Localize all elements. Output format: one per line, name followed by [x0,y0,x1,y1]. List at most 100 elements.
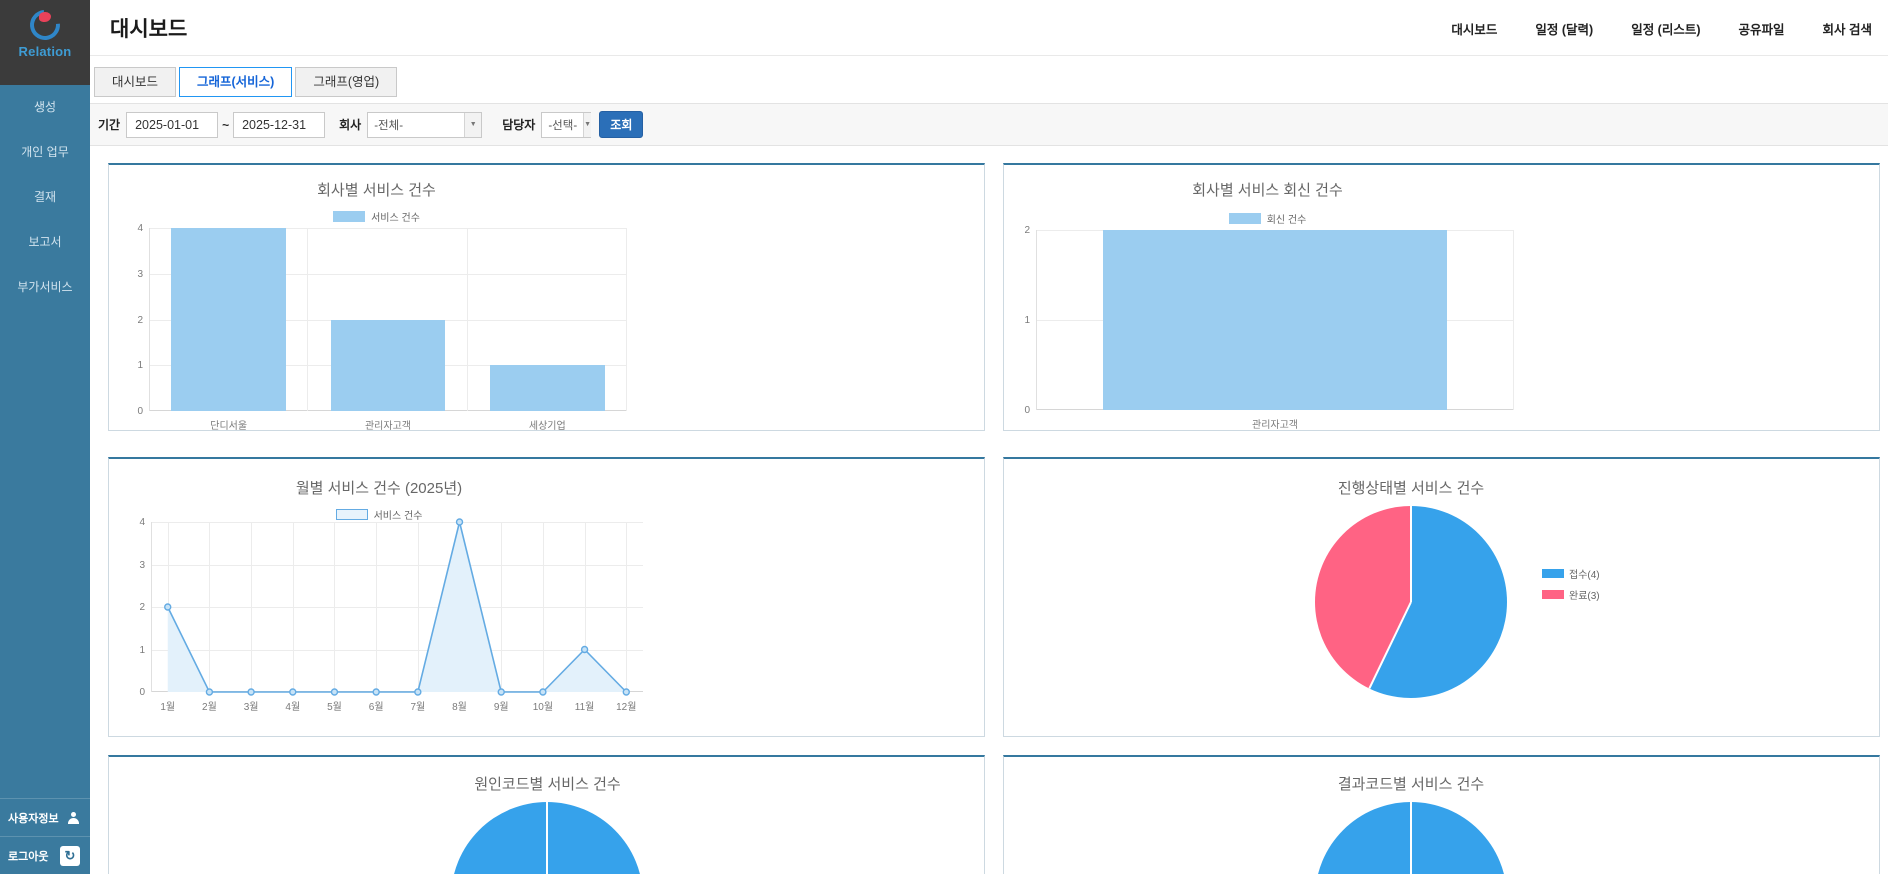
legend-label: 서비스 건수 [373,511,423,522]
gridline [376,522,378,692]
sidebar-item-approval[interactable]: 결재 [33,190,57,204]
legend-label: 회신 건수 [1266,215,1307,226]
filter-bar: 기간 ~ 회사 -전체- ▼ 담당자 -선택- ▼ 조회 [90,103,1888,146]
gridline [466,228,468,411]
legend-swatch [333,211,366,222]
chart-legend: 서비스 건수 [124,209,629,224]
x-tick-label: 5월 [327,702,342,713]
sidebar-item-reports[interactable]: 보고서 [28,235,62,249]
data-point [247,688,255,696]
data-point [330,688,339,696]
tab-graph-sales[interactable]: 그래프(영업) [295,67,398,97]
page-title: 대시보드 [110,18,188,41]
data-point [164,603,172,611]
x-tick-label: 6월 [368,702,384,713]
gridline [417,522,419,692]
data-point [580,645,589,654]
chart-card-cause-code-count: 원인코드별 서비스 건수 [108,755,985,874]
gridline [626,522,628,692]
tab-dashboard[interactable]: 대시보드 [94,67,177,97]
pie-slice-divider [1410,802,1412,874]
x-tick-label: 3월 [243,702,259,713]
tab-graph-service[interactable]: 그래프(서비스) [179,67,293,97]
company-label: 회사 [339,118,362,132]
sidebar-item-personal-tasks[interactable]: 개인 업무 [21,145,69,159]
x-tick-label: 관리자고객 [1252,420,1298,431]
chart-card-result-code-count: 결과코드별 서비스 건수 [1003,755,1880,874]
y-tick-label: 2 [137,314,143,326]
gridline [151,607,643,608]
x-tick-label: 10월 [532,702,554,713]
legend-swatch [1542,590,1564,599]
topbar: 대시보드 대시보드 일정 (달력) 일정 (리스트) 공유파일 회사 검색 [90,0,1888,56]
pie-slice-divider [1410,506,1412,602]
chart-card-company-service-count: 회사별 서비스 건수 서비스 건수 0 1 2 3 4 단디서울 관리자고객 세상기업 [108,163,985,432]
pie-chart [1315,802,1507,874]
search-button[interactable]: 조회 [599,111,644,138]
data-point [622,688,630,696]
manager-select-value: -선택- [548,119,578,132]
chart-card-status-service-count: 진행상태별 서비스 건수 접수(4) 완료(3) [1003,457,1880,737]
y-axis-line [149,228,150,411]
company-select[interactable]: -전체- ▼ [367,111,483,138]
x-tick-label: 4월 [285,702,301,713]
y-axis-line [151,522,152,692]
y-tick-label: 0 [1024,405,1030,416]
sidebar-nav: 생성 개인 업무 결재 보고서 부가서비스 [0,85,90,310]
x-tick-label: 2월 [202,702,217,713]
nav-schedule-list[interactable]: 일정 (리스트) [1631,22,1701,37]
chart-card-company-reply-count: 회사별 서비스 회신 건수 회신 건수 0 1 2 관리자고객 [1003,163,1880,431]
gridline [584,522,586,692]
sidebar-item-extra-services[interactable]: 부가서비스 [17,280,73,294]
bar [1102,230,1448,410]
x-tick-label: 9월 [493,702,509,713]
chart-legend: 회신 건수 [1024,211,1511,226]
relation-logo-icon [23,3,67,47]
date-to-input[interactable] [233,111,326,138]
date-from-input[interactable] [126,111,219,138]
sidebar-item-create[interactable]: 생성 [33,100,57,114]
chart-title: 결과코드별 서비스 건수 [1337,776,1485,793]
nav-dashboard[interactable]: 대시보드 [1451,22,1498,37]
logo[interactable]: Relation [0,0,90,85]
nav-company-search[interactable]: 회사 검색 [1822,22,1872,37]
legend-swatch [1228,213,1261,224]
x-tick-label: 관리자고객 [364,421,411,432]
gridline [209,522,211,692]
company-select-value: -전체- [374,119,404,132]
gridline [307,228,309,411]
nav-shared-files[interactable]: 공유파일 [1738,22,1785,37]
data-point [497,688,505,696]
y-tick-label: 4 [137,223,143,234]
legend-item: 접수(4) [1542,566,1600,581]
bar-plot: 0 1 2 관리자고객 [1024,225,1514,431]
main-area: 대시보드 대시보드 일정 (달력) 일정 (리스트) 공유파일 회사 검색 대시… [90,0,1888,874]
pie-chart [451,802,643,874]
chart-card-monthly-service-count: 월별 서비스 건수 (2025년) 서비스 건수 0 1 2 3 4 1월 2월 3월 4월 5월… [108,457,985,737]
y-axis-line [1036,230,1037,410]
nav-schedule-calendar[interactable]: 일정 (달력) [1535,22,1594,37]
y-tick-label: 2 [139,602,145,613]
sidebar: Relation 생성 개인 업무 결재 보고서 부가서비스 사용자정보 로그아… [0,0,90,874]
tab-bar: 대시보드 그래프(서비스) 그래프(영업) [94,67,398,97]
gridline [292,522,294,692]
x-tick-label: 1월 [160,702,176,713]
y-tick-label: 3 [139,559,145,571]
manager-label: 담당자 [502,118,536,132]
x-tick-label: 11월 [574,702,595,713]
data-point [455,518,464,526]
logout-button[interactable]: 로그아웃 ↻ [0,836,90,874]
line-series [164,518,630,696]
x-tick-label: 8월 [452,702,467,713]
chart-title: 원인코드별 서비스 건수 [474,776,621,793]
chart-title: 진행상태별 서비스 건수 [1337,480,1485,497]
line-plot: 0 1 2 3 4 1월 2월 3월 4월 5월 6월 7월 8월 9월 10월 11월 12월 [139,517,643,713]
user-icon [67,811,80,824]
bar [489,365,605,411]
user-info-button[interactable]: 사용자정보 [0,798,90,836]
manager-select[interactable]: -선택- ▼ [541,111,592,138]
data-point [289,688,297,696]
gridline [151,649,643,651]
y-tick-label: 1 [137,360,143,372]
gridline [626,228,627,411]
